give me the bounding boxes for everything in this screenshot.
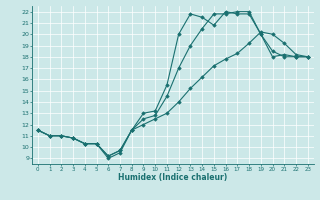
X-axis label: Humidex (Indice chaleur): Humidex (Indice chaleur) [118, 173, 228, 182]
